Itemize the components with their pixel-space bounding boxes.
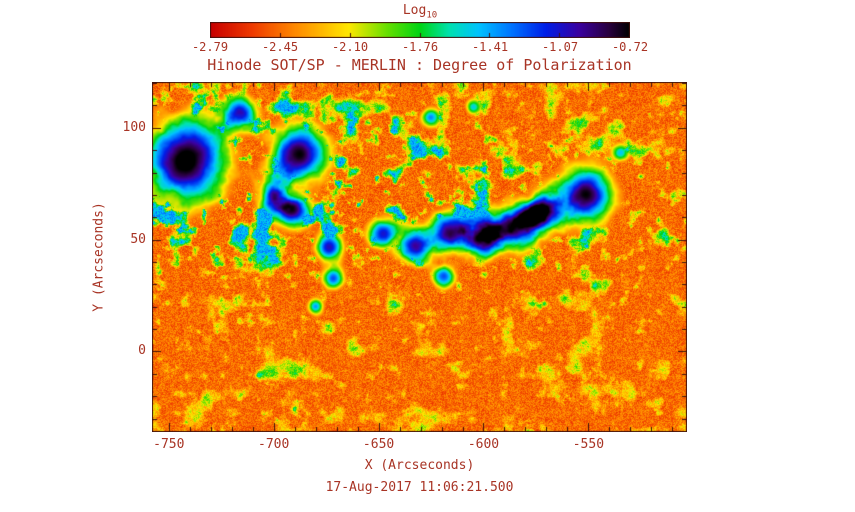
colorbar-tick-label: -1.41 xyxy=(471,40,509,54)
colorbar-title-base: Log xyxy=(402,3,427,18)
heatmap-canvas xyxy=(152,82,687,432)
x-axis-label: X (Arcseconds) xyxy=(364,458,475,473)
x-tick-label: -600 xyxy=(467,437,500,452)
x-tick-label: -700 xyxy=(258,437,290,452)
colorbar-title: Log10 xyxy=(210,3,630,21)
y-tick-label: 100 xyxy=(122,119,146,135)
x-tick-label: -650 xyxy=(362,437,395,452)
colorbar xyxy=(210,22,630,38)
colorbar-tick-label: -1.07 xyxy=(541,40,579,54)
colorbar-tick-label: -2.45 xyxy=(261,40,299,54)
timestamp-caption: 17-Aug-2017 11:06:21.500 xyxy=(325,480,514,495)
x-tick-label: -750 xyxy=(153,437,185,452)
colorbar-tick-label: -1.76 xyxy=(401,40,439,54)
colorbar-tick-label: -2.79 xyxy=(191,40,229,54)
y-tick-label: 50 xyxy=(130,231,146,247)
x-tick-label: -550 xyxy=(572,437,605,452)
y-tick-label: 0 xyxy=(138,343,146,359)
colorbar-tick-label: -0.72 xyxy=(611,40,649,54)
y-axis-label: Y (Arcseconds) xyxy=(91,202,107,312)
colorbar-title-subscript: 10 xyxy=(426,10,438,21)
colorbar-tick-label: -2.10 xyxy=(331,40,369,54)
plot-title: Hinode SOT/SP - MERLIN : Degree of Polar… xyxy=(207,56,632,74)
